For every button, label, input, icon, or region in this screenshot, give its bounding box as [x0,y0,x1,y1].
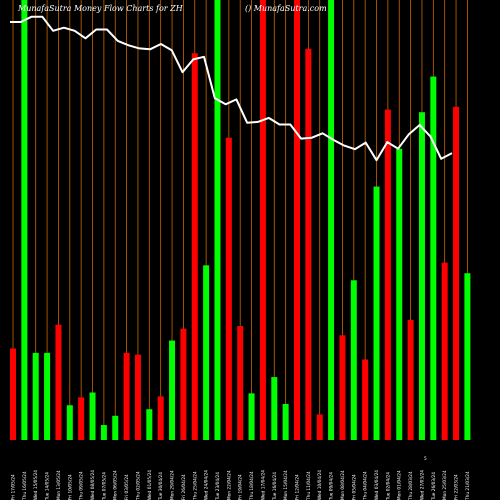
money-flow-bar [157,396,164,440]
x-axis-label: Fri 22/03/24 [454,474,460,500]
money-flow-bar [169,340,176,440]
x-axis-label: Thu 18/04/24 [249,471,255,500]
money-flow-bar [78,397,85,440]
money-flow-bar [89,392,96,440]
x-axis-label: Fri 17/05/24 [11,474,17,500]
x-axis-label: Thu 25/04/24 [192,471,198,500]
money-flow-bar [305,48,312,441]
x-axis-label: Fri 12/04/24 [295,474,301,500]
x-axis-labels: Fri 17/05/24 Thu 16/05/24 Wed 15/05/24 Tue … [11,470,471,500]
x-axis-label: Mon 25/03/24 [442,470,448,500]
chart-watermark: () MunafaSutra.com [245,4,327,13]
x-axis-label: Tue 09/04/24 [329,472,335,500]
money-flow-bar [259,0,266,440]
money-flow-bar [66,405,73,440]
x-axis-label: Mon 15/04/24 [283,470,289,500]
x-axis-label: Fri 19/04/24 [238,474,244,500]
money-flow-bar [453,106,460,441]
x-axis-label: Thu 16/05/24 [22,471,28,500]
money-flow-bar [282,403,289,440]
money-flow-bar [123,352,130,440]
x-axis-label: Fri 26/04/24 [181,474,187,500]
x-axis-label: Wed 17/04/24 [260,470,266,500]
money-flow-bar [134,354,141,440]
x-axis-label: Thu 21/03/24 [465,471,471,500]
x-axis-label: Mon 01/04/24 [397,470,403,500]
x-axis-label: Fri 05/04/24 [351,474,357,500]
x-axis-label: Fri 03/05/24 [124,474,130,500]
money-flow-bar [180,328,187,440]
x-axis-label: Tue 14/05/24 [45,472,51,500]
money-flow-bar [339,335,346,440]
money-flow-bar [248,393,255,440]
money-flow-bar [384,109,391,440]
x-axis-label: Mon 13/05/24 [56,470,62,500]
money-flow-bar [191,53,198,441]
money-flow-bar [441,262,448,440]
x-axis-label: Tue 16/04/24 [272,472,278,500]
money-flow-bar [271,377,278,440]
x-axis-label: Wed 15/05/24 [33,470,39,500]
x-axis-label: Thu 11/04/24 [306,471,312,500]
x-axis-label: Wed 01/05/24 [147,470,153,500]
x-axis-label: Tue 26/03/24 [431,472,437,500]
x-axis-label: Thu 04/04/24 [363,471,369,500]
money-flow-bar [225,137,232,440]
x-axis-label: Tue 07/05/24 [101,472,107,500]
money-flow-bars [10,0,471,441]
money-flow-bar [350,280,357,440]
money-flow-bar [203,265,210,440]
money-flow-bar [396,148,403,440]
money-flow-bar [55,324,62,440]
money-flow-bar [146,409,153,440]
money-flow-bar [100,425,107,440]
money-flow-bar [294,0,300,440]
x-axis-label: Fri 10/05/24 [67,474,73,500]
money-flow-bar [237,326,244,440]
x-axis-label: Wed 10/04/24 [317,470,323,500]
money-flow-bar [430,76,437,440]
money-flow-bar [112,415,119,440]
x-axis-label: Thu 28/03/24 [408,471,414,500]
x-axis-label: Thu 09/05/24 [79,471,85,500]
x-axis-label: Mon 22/04/24 [226,470,232,500]
money-flow-bar [464,273,471,440]
money-flow-bar [21,0,28,440]
money-flow-bar [407,319,414,440]
x-axis-label: Wed 27/03/24 [419,470,425,500]
x-axis-label: Tue 30/04/24 [158,472,164,500]
money-flow-bar [328,0,335,440]
x-axis-label: Wed 24/04/24 [204,470,210,500]
x-axis-label: Tue 23/04/24 [215,472,221,500]
x-axis-label: Thu 02/05/24 [135,471,141,500]
footer-mark: 5 [424,456,427,462]
x-axis-label: Wed 03/04/24 [374,470,380,500]
x-axis-label: Mon 29/04/24 [170,470,176,500]
money-flow-bar [316,414,323,440]
x-axis-label: Mon 08/04/24 [340,470,346,500]
x-axis-label: Mon 06/05/24 [113,470,119,500]
money-flow-bar [362,359,369,440]
money-flow-bar [214,0,221,440]
chart-title: MunafaSutra Money Flow Charts for ZH [17,4,184,13]
money-flow-bar [44,352,51,440]
money-flow-bar [373,186,380,440]
money-flow-bar [10,348,16,440]
money-flow-bar [418,112,425,440]
money-flow-line [10,15,453,162]
x-axis-label: Tue 02/04/24 [385,472,391,500]
x-axis-label: Wed 08/05/24 [90,470,96,500]
money-flow-bar [32,352,39,440]
